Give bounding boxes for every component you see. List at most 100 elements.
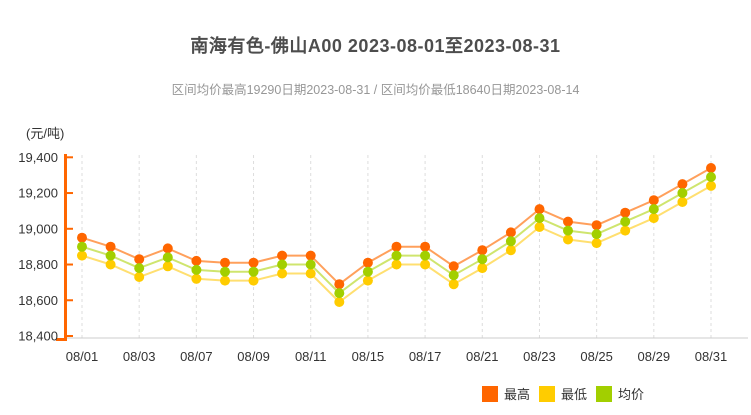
data-point-high-08/22[interactable] [505, 227, 516, 238]
y-axis-label: 18,600 [18, 293, 58, 308]
data-point-low-08/04[interactable] [162, 261, 173, 272]
data-point-avg-08/29[interactable] [648, 204, 659, 215]
y-axis-label: 18,800 [18, 257, 58, 272]
data-point-low-08/29[interactable] [648, 213, 659, 224]
data-point-avg-08/18[interactable] [448, 270, 459, 281]
data-point-low-08/30[interactable] [677, 197, 688, 207]
data-point-high-08/18[interactable] [448, 261, 459, 272]
data-point-high-08/09[interactable] [248, 257, 259, 268]
data-point-low-08/11[interactable] [305, 268, 316, 279]
data-point-low-08/09[interactable] [248, 275, 259, 286]
data-point-avg-08/25[interactable] [591, 229, 602, 240]
data-point-high-08/02[interactable] [105, 241, 116, 252]
data-point-low-08/22[interactable] [505, 245, 516, 256]
x-axis-label: 08/15 [352, 349, 385, 364]
y-axis-label: 19,400 [18, 150, 58, 165]
legend-label-low: 最低 [561, 387, 588, 402]
data-point-low-08/24[interactable] [563, 234, 573, 245]
legend-item-low[interactable]: 最低 [539, 384, 587, 403]
legend-label-high: 最高 [504, 387, 531, 402]
chart-subtitle: 区间均价最高19290日期2023-08-31 / 区间均价最低18640日期2… [171, 83, 580, 97]
data-point-low-08/03[interactable] [134, 272, 145, 282]
data-point-low-08/10[interactable] [277, 268, 288, 279]
data-point-avg-08/04[interactable] [162, 252, 173, 263]
data-point-low-08/15[interactable] [362, 275, 373, 286]
data-point-high-08/03[interactable] [134, 254, 145, 265]
data-point-low-08/14[interactable] [334, 297, 345, 307]
page-title: 南海有色-佛山A00 2023-08-01至2023-08-31 [190, 36, 561, 56]
data-point-avg-08/24[interactable] [563, 225, 573, 236]
data-point-avg-08/03[interactable] [134, 263, 145, 274]
data-point-low-08/25[interactable] [591, 238, 602, 249]
data-point-high-08/04[interactable] [162, 243, 173, 254]
data-point-low-08/08[interactable] [220, 275, 230, 286]
x-axis-label: 08/25 [580, 349, 613, 364]
data-point-low-08/07[interactable] [191, 273, 202, 284]
data-point-low-08/23[interactable] [534, 222, 545, 232]
legend-swatch-high-icon [482, 385, 498, 402]
data-point-avg-08/17[interactable] [420, 250, 431, 261]
data-point-low-08/02[interactable] [105, 259, 116, 270]
data-point-high-08/11[interactable] [305, 250, 316, 261]
data-point-low-08/28[interactable] [620, 225, 631, 236]
data-point-high-08/21[interactable] [477, 245, 488, 256]
x-axis-label: 08/31 [695, 349, 728, 364]
data-point-high-08/31[interactable] [706, 163, 716, 173]
legend-label-avg: 均价 [618, 387, 645, 402]
data-point-low-08/18[interactable] [448, 279, 459, 290]
data-point-avg-08/30[interactable] [677, 188, 688, 198]
y-axis-label: 19,200 [18, 186, 58, 201]
legend-item-avg[interactable]: 均价 [596, 384, 644, 403]
data-point-high-08/30[interactable] [677, 179, 688, 190]
x-axis-label: 08/17 [409, 349, 442, 364]
data-point-avg-08/10[interactable] [277, 259, 288, 270]
data-point-avg-08/21[interactable] [477, 254, 488, 265]
data-point-high-08/23[interactable] [534, 204, 545, 215]
data-point-high-08/28[interactable] [620, 207, 631, 218]
data-point-avg-08/22[interactable] [505, 236, 516, 247]
x-axis-label: 08/09 [237, 349, 270, 364]
x-axis-label: 08/07 [180, 349, 213, 364]
data-point-avg-08/09[interactable] [248, 266, 259, 277]
x-axis-label: 08/29 [638, 349, 671, 364]
data-point-avg-08/14[interactable] [334, 288, 345, 299]
data-point-high-08/17[interactable] [420, 241, 431, 252]
y-axis-label: 18,400 [18, 329, 58, 344]
data-point-low-08/17[interactable] [420, 259, 431, 270]
x-axis-label: 08/23 [523, 349, 556, 364]
y-axis-unit-label: (元/吨) [26, 126, 65, 141]
data-point-high-08/25[interactable] [591, 220, 602, 231]
data-point-low-08/01[interactable] [77, 250, 87, 261]
data-point-avg-08/08[interactable] [220, 266, 230, 277]
data-point-high-08/29[interactable] [648, 195, 659, 206]
legend-swatch-avg-icon [596, 385, 613, 402]
x-axis-label: 08/01 [66, 349, 99, 364]
legend-item-high[interactable]: 最高 [482, 384, 530, 403]
data-point-avg-08/16[interactable] [391, 250, 402, 261]
data-point-avg-08/01[interactable] [77, 241, 87, 252]
data-point-high-08/24[interactable] [563, 216, 573, 227]
data-point-avg-08/28[interactable] [620, 216, 631, 227]
data-point-avg-08/23[interactable] [534, 213, 545, 224]
x-axis-label: 08/21 [466, 349, 499, 364]
data-point-high-08/08[interactable] [220, 257, 230, 268]
data-point-high-08/15[interactable] [362, 257, 373, 268]
data-point-avg-08/15[interactable] [362, 266, 373, 277]
data-point-high-08/07[interactable] [191, 255, 202, 266]
data-point-low-08/31[interactable] [706, 180, 716, 191]
data-point-high-08/14[interactable] [334, 279, 345, 290]
data-point-high-08/01[interactable] [77, 232, 87, 243]
data-point-low-08/21[interactable] [477, 263, 488, 274]
x-axis-label: 08/11 [295, 349, 327, 364]
data-point-low-08/16[interactable] [391, 259, 402, 270]
data-point-avg-08/31[interactable] [706, 172, 716, 182]
x-axis-label: 08/03 [123, 349, 156, 364]
data-point-high-08/10[interactable] [277, 250, 288, 261]
data-point-high-08/16[interactable] [391, 241, 402, 252]
data-point-avg-08/07[interactable] [191, 264, 202, 275]
data-point-avg-08/11[interactable] [305, 259, 316, 270]
data-point-avg-08/02[interactable] [105, 250, 116, 261]
chart-legend: 最高 最低 均价 [482, 384, 644, 403]
